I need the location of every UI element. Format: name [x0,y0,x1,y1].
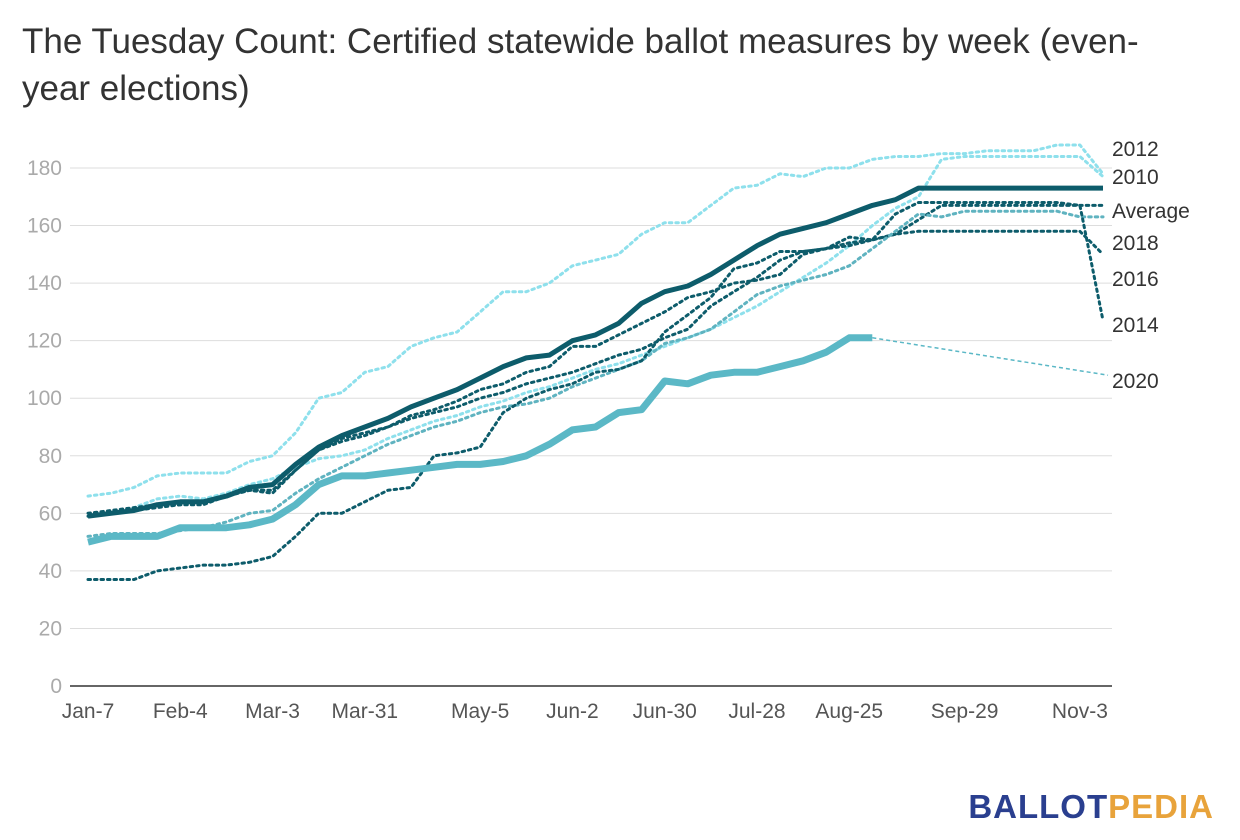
chart-title: The Tuesday Count: Certified statewide b… [22,22,1139,108]
x-tick-label: Sep-29 [931,700,999,723]
series-line-current [87,185,1103,519]
y-tick-label: 100 [27,387,62,410]
series-line-2014 [86,201,1105,581]
ballotpedia-logo[interactable]: BALLOTPEDIA [968,788,1214,826]
series-label-2018: 2018 [1112,232,1159,255]
y-tick-label: 60 [39,502,62,525]
y-tick-label: 0 [50,675,62,698]
x-axis-tick-labels: Jan-7 Feb-4 Mar-3 Mar-31 May-5 Jun-2 Jun-30 Jul… [62,700,1108,723]
x-tick-label: May-5 [451,700,509,723]
series-label-2012: 2012 [1112,138,1159,161]
series-label-2010: 2010 [1112,166,1159,189]
series-line-2012 [86,143,1105,498]
gridlines [70,167,1112,687]
x-tick-label: Nov-3 [1052,700,1108,723]
series-line-2016 [86,209,1105,538]
series-line-2020 [87,334,873,546]
series-projection-2020 [872,337,1109,376]
logo-part-pedia: PEDIA [1108,788,1214,825]
x-tick-label: Mar-3 [245,700,300,723]
series-label-average: Average [1112,200,1190,223]
series-line-2010 [86,155,1105,518]
series-label-2020: 2020 [1112,370,1159,393]
series-lines [86,143,1109,581]
x-tick-label: Feb-4 [153,700,208,723]
series-label-2016: 2016 [1112,268,1159,291]
series-line-2018 [86,229,1105,518]
x-tick-label: Jan-7 [62,700,115,723]
x-tick-label: Jun-2 [546,700,599,723]
x-tick-label: Aug-25 [815,700,883,723]
y-axis-tick-labels: 0 20 40 60 80 100 120 140 160 180 [27,157,62,698]
logo-part-ballot: BALLOT [968,788,1109,825]
series-end-labels: 2012 2010 Average 2018 2016 2014 2020 [1112,138,1190,393]
y-tick-label: 140 [27,272,62,295]
x-tick-label: Jun-30 [633,700,697,723]
x-tick-label: Mar-31 [332,700,399,723]
y-tick-label: 20 [39,617,62,640]
y-tick-label: 120 [27,330,62,353]
series-label-2014: 2014 [1112,314,1159,337]
x-tick-label: Jul-28 [728,700,785,723]
y-tick-label: 80 [39,445,62,468]
y-tick-label: 180 [27,157,62,180]
y-tick-label: 160 [27,215,62,238]
y-tick-label: 40 [39,560,62,583]
